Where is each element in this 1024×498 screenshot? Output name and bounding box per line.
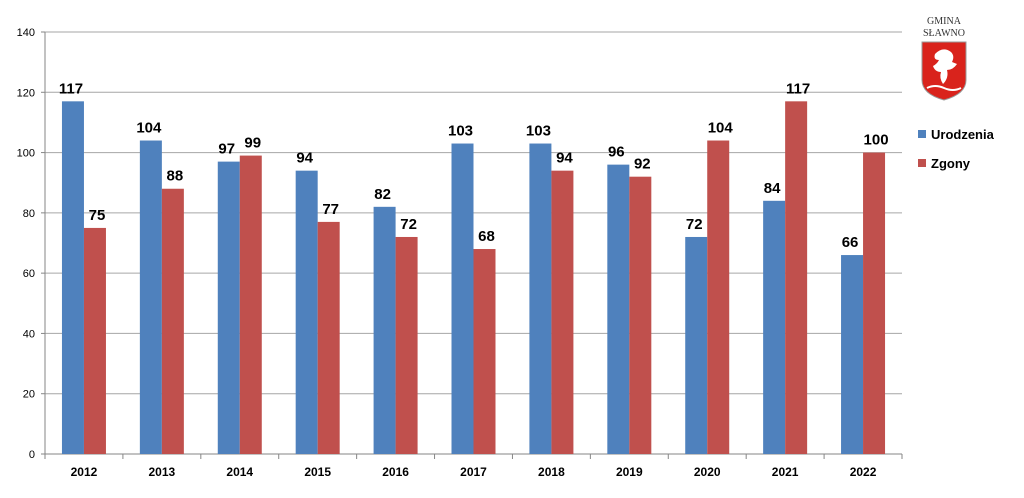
data-label-zgony-2012: 75 [89, 207, 106, 224]
bar-zgony-2018 [551, 170, 574, 454]
data-label-zgony-2019: 92 [634, 156, 651, 173]
y-tick-label-20: 20 [23, 389, 35, 401]
data-label-zgony-2017: 68 [478, 228, 495, 245]
bar-urodzenia-2022 [841, 255, 864, 454]
bar-zgony-2021 [785, 101, 808, 454]
bar-urodzenia-2016 [373, 206, 396, 454]
x-tick-label-2020: 2020 [694, 465, 721, 479]
x-tick-label-2016: 2016 [382, 465, 409, 479]
legend-swatch-zgony [918, 159, 926, 167]
x-tick-label-2019: 2019 [616, 465, 643, 479]
bar-urodzenia-2012 [61, 101, 84, 454]
x-tick-label-2013: 2013 [149, 465, 176, 479]
x-tick-label-2012: 2012 [71, 465, 98, 479]
data-label-urodzenia-2022: 66 [842, 234, 859, 251]
logo-text-line1: GMINA [927, 16, 962, 27]
data-label-zgony-2022: 100 [864, 132, 889, 149]
y-tick-label-80: 80 [23, 208, 35, 220]
data-label-urodzenia-2014: 97 [218, 141, 235, 158]
bar-urodzenia-2013 [139, 140, 162, 454]
bar-zgony-2020 [707, 140, 730, 454]
logo-text-line2: SŁAWNO [923, 28, 965, 39]
griffin-icon [933, 49, 957, 84]
y-tick-label-0: 0 [29, 449, 35, 461]
bar-urodzenia-2021 [763, 200, 786, 454]
data-labels: 117 104 97 94 82 103 103 96 72 84 66 75 88 99 77 72 68 94… [59, 80, 889, 251]
legend-label-zgony: Zgony [931, 155, 970, 171]
data-label-zgony-2016: 72 [400, 216, 417, 233]
legend-item-zgony: Zgony [918, 153, 994, 173]
data-label-urodzenia-2021: 84 [764, 180, 781, 197]
data-label-zgony-2014: 99 [244, 135, 261, 152]
gmina-slawno-logo: GMINA SŁAWNO [917, 14, 971, 104]
data-label-urodzenia-2018: 103 [526, 123, 551, 140]
bar-urodzenia-2020 [685, 236, 708, 454]
data-label-urodzenia-2019: 96 [608, 144, 625, 161]
data-label-zgony-2018: 94 [556, 150, 573, 167]
y-axis: 0 20 40 60 80 100 120 140 [17, 27, 46, 461]
data-label-urodzenia-2015: 94 [296, 150, 313, 167]
data-label-urodzenia-2016: 82 [374, 186, 391, 203]
bar-urodzenia-2014 [217, 161, 240, 454]
legend-swatch-urodzenia [918, 130, 926, 138]
bar-zgony-2013 [161, 188, 184, 454]
data-label-urodzenia-2013: 104 [136, 120, 162, 137]
bar-zgony-2015 [317, 221, 340, 454]
data-label-zgony-2013: 88 [167, 168, 184, 185]
bars [61, 101, 886, 455]
data-label-urodzenia-2020: 72 [686, 216, 703, 233]
bar-zgony-2022 [863, 152, 886, 455]
bar-zgony-2016 [395, 236, 418, 454]
y-tick-label-140: 140 [17, 27, 35, 39]
data-label-urodzenia-2017: 103 [448, 123, 473, 140]
y-tick-label-60: 60 [23, 268, 35, 280]
bar-zgony-2012 [83, 227, 106, 454]
data-label-zgony-2021: 117 [786, 80, 810, 97]
x-tick-label-2022: 2022 [850, 465, 877, 479]
y-tick-label-100: 100 [17, 148, 35, 160]
bar-urodzenia-2017 [451, 143, 474, 454]
x-tick-label-2018: 2018 [538, 465, 565, 479]
wave-icon [926, 85, 962, 91]
data-label-urodzenia-2012: 117 [59, 80, 83, 97]
legend-item-urodzenia: Urodzenia [918, 124, 994, 144]
bar-zgony-2019 [629, 176, 652, 454]
x-tick-label-2014: 2014 [226, 465, 253, 479]
x-tick-label-2017: 2017 [460, 465, 487, 479]
x-tick-label-2021: 2021 [772, 465, 799, 479]
data-label-zgony-2015: 77 [322, 201, 339, 218]
bar-urodzenia-2015 [295, 170, 318, 454]
legend: Urodzenia Zgony [918, 124, 994, 182]
bar-urodzenia-2018 [529, 143, 552, 454]
bar-urodzenia-2019 [607, 164, 630, 454]
legend-label-urodzenia: Urodzenia [931, 126, 994, 142]
data-label-zgony-2020: 104 [708, 120, 734, 137]
bar-zgony-2017 [473, 249, 496, 454]
y-tick-label-120: 120 [17, 87, 35, 99]
x-axis: 2012 2013 2014 2015 2016 2017 2018 2019 2020 2021… [44, 453, 903, 479]
x-tick-label-2015: 2015 [304, 465, 331, 479]
bar-zgony-2014 [239, 155, 262, 455]
y-tick-label-40: 40 [23, 328, 35, 340]
